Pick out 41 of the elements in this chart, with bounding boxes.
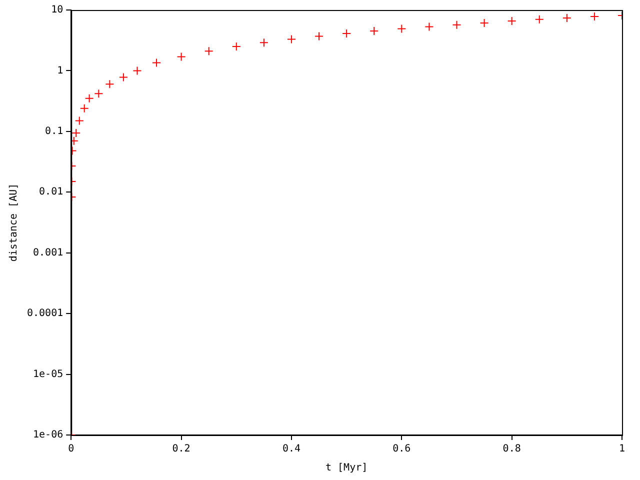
point xyxy=(105,80,114,89)
y-axis-title: distance [AU] xyxy=(8,183,20,262)
point xyxy=(370,26,379,36)
point xyxy=(118,72,128,82)
point xyxy=(452,20,462,30)
x-tick-label: 0 xyxy=(68,444,74,455)
point xyxy=(232,42,241,52)
point xyxy=(562,13,572,22)
point xyxy=(286,34,296,44)
point xyxy=(84,94,94,103)
point xyxy=(94,89,104,98)
y-tick-label: 10 xyxy=(51,4,64,16)
point xyxy=(342,29,352,38)
point xyxy=(176,52,186,62)
y-tick-label: 0.001 xyxy=(33,247,64,258)
point xyxy=(259,38,268,48)
point xyxy=(507,16,516,26)
point xyxy=(204,46,214,56)
y-tick-label: 1 xyxy=(57,65,64,76)
x-tick-label: 0.2 xyxy=(172,444,190,455)
point xyxy=(590,12,599,22)
y-tick-label: 1e-06 xyxy=(33,430,64,441)
x-tick-label: 0.6 xyxy=(392,444,411,455)
point xyxy=(397,24,406,34)
point xyxy=(314,32,324,41)
y-tick-label: 0.1 xyxy=(45,126,64,138)
point xyxy=(424,22,434,32)
x-tick-label: 0.8 xyxy=(502,444,521,455)
point xyxy=(80,104,89,113)
point xyxy=(132,66,142,76)
y-tick-label: 1e-05 xyxy=(33,368,64,380)
x-axis-title: t [Myr] xyxy=(325,462,368,474)
x-tick-label: 0.4 xyxy=(282,444,301,455)
x-tick-label: 1 xyxy=(618,444,626,455)
point xyxy=(534,14,544,24)
point xyxy=(480,18,489,28)
point xyxy=(72,128,81,138)
point xyxy=(74,116,84,126)
y-tick-label: 0.01 xyxy=(39,186,64,198)
point xyxy=(152,58,162,68)
y-tick-label: 0.0001 xyxy=(27,308,64,320)
